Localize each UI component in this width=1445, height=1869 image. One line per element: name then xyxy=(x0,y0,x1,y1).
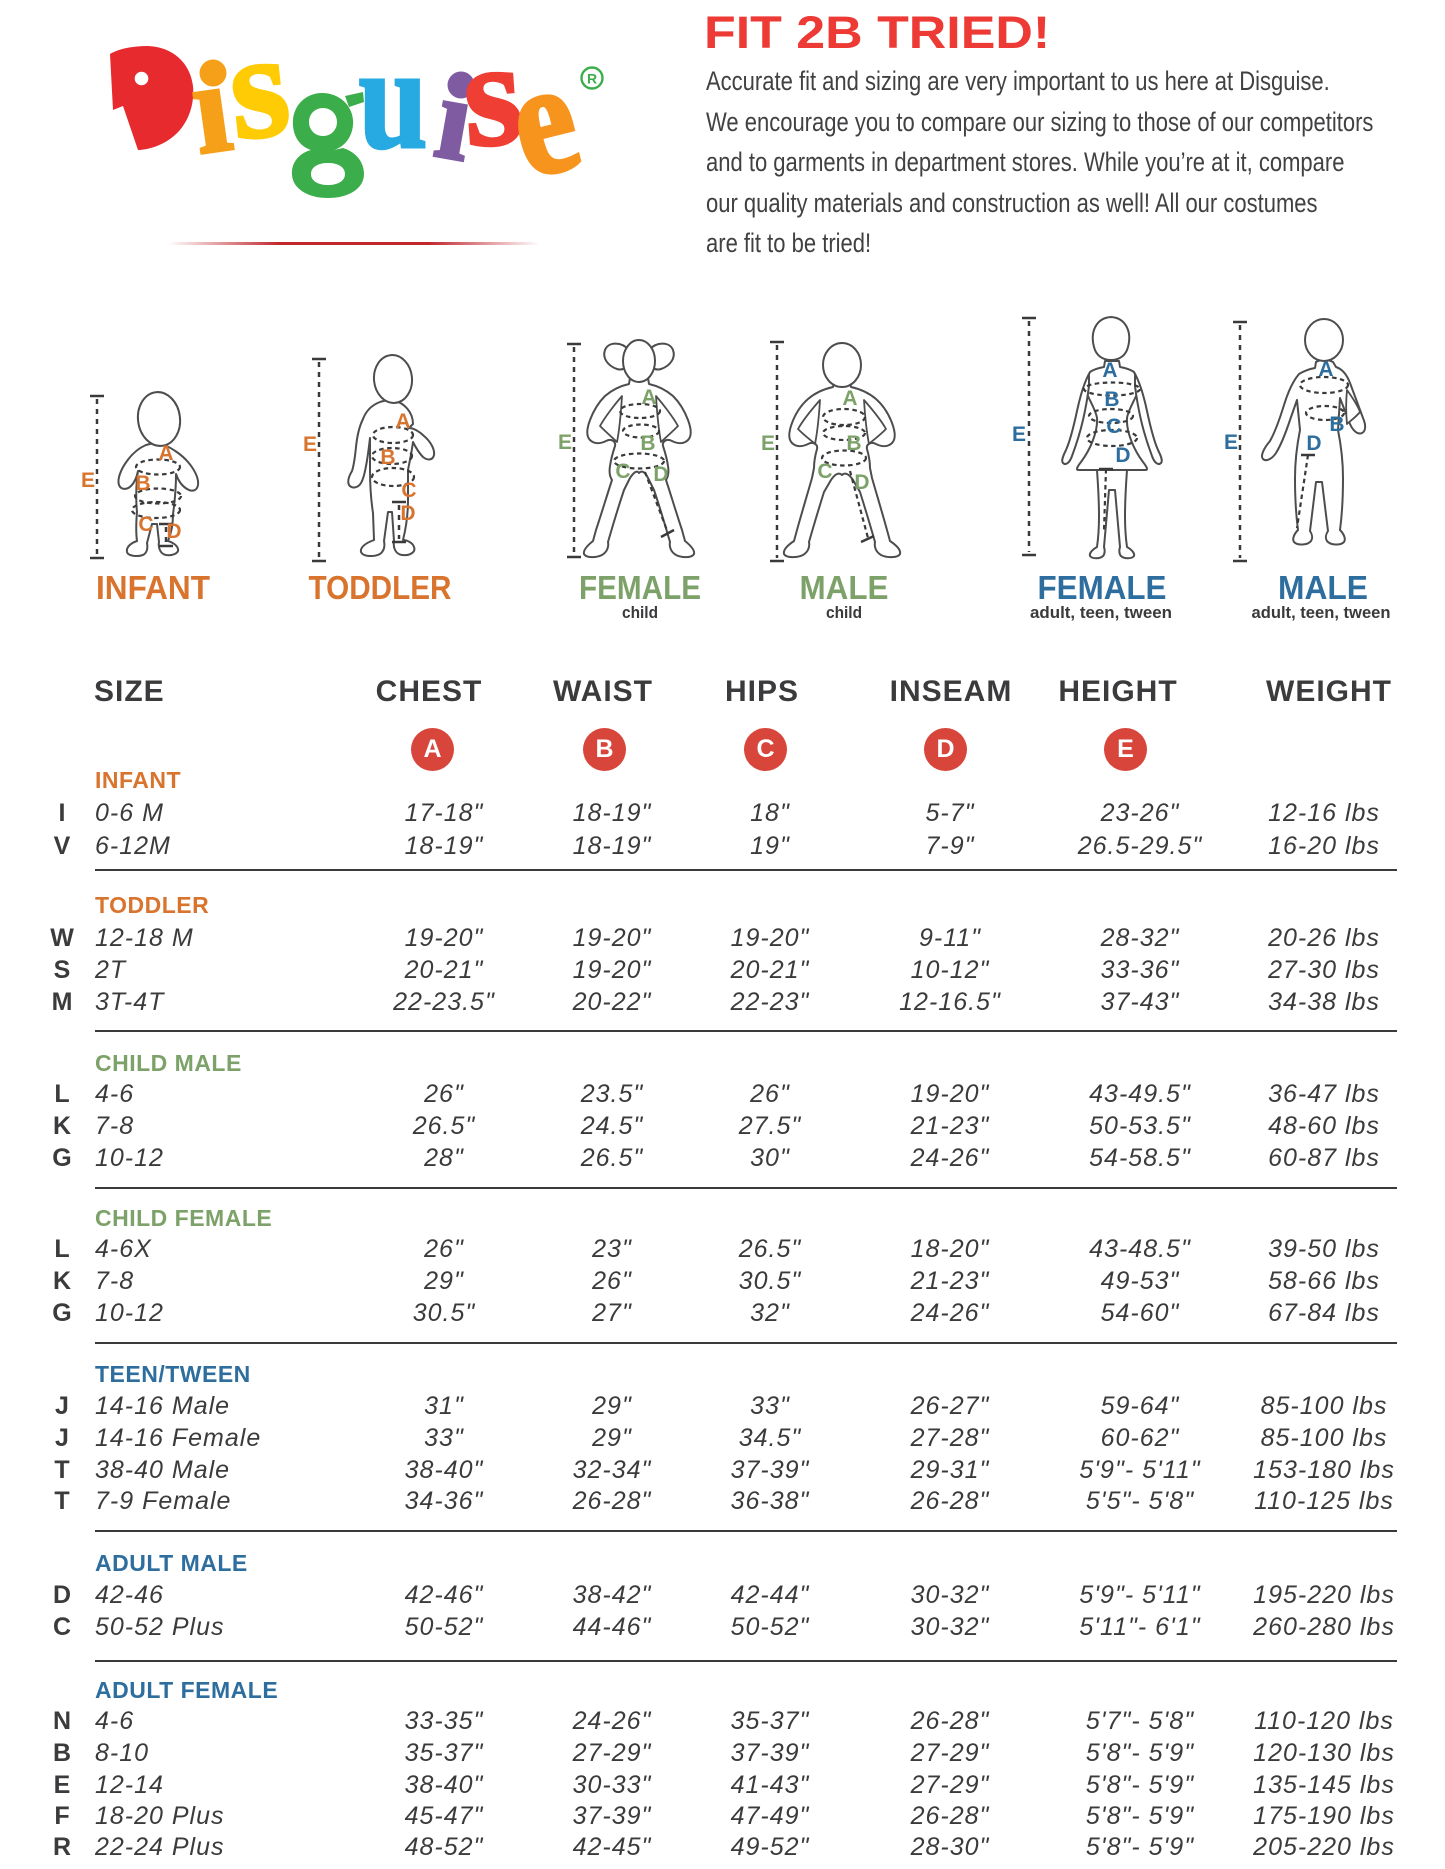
svg-text:A: A xyxy=(842,387,857,410)
svg-text:A: A xyxy=(158,442,173,465)
svg-text:child: child xyxy=(622,603,658,622)
svg-text:D: D xyxy=(400,502,415,525)
svg-text:adult, teen, tween: adult, teen, tween xyxy=(1252,603,1391,622)
svg-text:C: C xyxy=(615,460,630,483)
svg-text:INFANT: INFANT xyxy=(96,569,210,606)
svg-text:u: u xyxy=(358,18,427,180)
svg-text:C: C xyxy=(1106,415,1121,438)
svg-text:E: E xyxy=(1012,423,1026,446)
svg-text:C: C xyxy=(817,460,832,483)
svg-text:B: B xyxy=(1104,388,1119,411)
svg-text:A: A xyxy=(1102,359,1117,382)
svg-text:D: D xyxy=(1306,432,1321,455)
svg-text:C: C xyxy=(401,479,416,502)
svg-text:MALE: MALE xyxy=(800,569,889,606)
svg-text:B: B xyxy=(846,432,861,455)
svg-text:child: child xyxy=(826,603,862,622)
svg-text:D: D xyxy=(653,463,668,486)
svg-text:D: D xyxy=(854,471,869,494)
svg-text:A: A xyxy=(1318,358,1333,381)
svg-text:E: E xyxy=(81,469,95,492)
svg-text:A: A xyxy=(641,386,656,409)
svg-text:R: R xyxy=(587,71,597,87)
svg-text:B: B xyxy=(1329,413,1344,436)
svg-text:E: E xyxy=(303,433,317,456)
svg-text:E: E xyxy=(1224,431,1238,454)
svg-text:B: B xyxy=(640,432,655,455)
svg-text:C: C xyxy=(138,513,153,536)
svg-text:FEMALE: FEMALE xyxy=(579,569,701,606)
svg-text:B: B xyxy=(380,446,395,469)
svg-text:E: E xyxy=(558,431,572,454)
svg-text:A: A xyxy=(395,410,410,433)
svg-text:s: s xyxy=(458,9,528,179)
svg-text:D: D xyxy=(166,520,181,543)
svg-text:MALE: MALE xyxy=(1278,569,1368,606)
svg-text:B: B xyxy=(135,472,150,495)
svg-text:TODDLER: TODDLER xyxy=(309,569,452,606)
svg-text:adult, teen, tween: adult, teen, tween xyxy=(1030,603,1172,622)
svg-text:E: E xyxy=(761,432,775,455)
svg-text:FEMALE: FEMALE xyxy=(1038,569,1167,606)
svg-text:D: D xyxy=(1115,444,1130,467)
